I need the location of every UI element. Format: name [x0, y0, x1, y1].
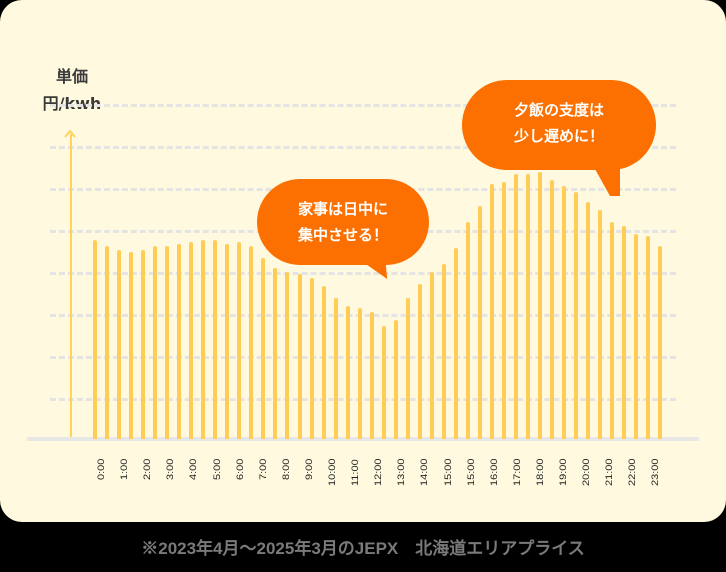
- x-tick-label: 11:00: [351, 459, 361, 486]
- bar: [586, 202, 591, 439]
- x-tick-label: 18:00: [535, 458, 546, 486]
- bar: [105, 246, 110, 439]
- x-tick-label: 17:00: [512, 458, 523, 486]
- bar: [357, 308, 362, 439]
- bubble-tail: [590, 160, 620, 196]
- bar: [189, 242, 194, 439]
- bar: [237, 242, 242, 439]
- bar: [117, 250, 122, 439]
- bar: [393, 320, 398, 439]
- bar: [141, 250, 146, 439]
- bar: [598, 210, 603, 439]
- x-tick-label: 10:00: [328, 458, 338, 486]
- bar: [658, 246, 663, 439]
- gridline: [50, 146, 676, 149]
- x-tick-label: 9:00: [304, 458, 315, 480]
- bar: [129, 252, 134, 439]
- bar: [93, 240, 97, 439]
- bar: [502, 182, 507, 439]
- bar: [249, 246, 254, 439]
- bubble-line: 少し遅めに！: [513, 127, 604, 145]
- bar: [225, 244, 230, 439]
- chart-card: 単価 円/kwh 0:00 1:00 2:00 3:00 4:00 5:00 6:00 7:0…: [0, 0, 726, 522]
- bar: [514, 174, 519, 439]
- bar: [369, 312, 374, 439]
- bar: [261, 258, 266, 439]
- bar: [453, 248, 458, 439]
- x-tick-label: 8:00: [281, 458, 292, 480]
- x-tick-label: 4:00: [189, 458, 199, 480]
- gridline: [50, 104, 676, 107]
- source-note: ※2023年4月〜2025年3月のJEPX 北海道エリアプライス: [141, 539, 585, 558]
- bar: [526, 174, 531, 439]
- bar: [417, 284, 422, 439]
- y-axis-label-unit: 円/kwh: [42, 94, 102, 113]
- bar: [345, 306, 350, 439]
- bar: [165, 246, 170, 439]
- x-tick-label: 20:00: [582, 458, 592, 486]
- bar: [574, 192, 579, 439]
- x-tick-label: 1:00: [120, 458, 130, 480]
- x-tick-label: 19:00: [559, 458, 569, 486]
- bubble-line: 夕飯の支度は: [513, 101, 604, 119]
- x-tick-label: 23:00: [651, 458, 661, 486]
- bar: [201, 240, 206, 439]
- bar: [646, 236, 651, 439]
- x-tick-label: 3:00: [166, 458, 176, 480]
- x-tick-label: 5:00: [212, 458, 223, 480]
- bar: [550, 180, 555, 439]
- x-tick-label: 12:00: [374, 458, 384, 486]
- bar: [489, 184, 494, 439]
- bar: [405, 298, 410, 439]
- bar: [622, 226, 627, 439]
- y-axis-label-title: 単価: [55, 67, 88, 86]
- gridline: [50, 314, 676, 317]
- bar: [153, 246, 158, 439]
- bar: [309, 278, 314, 439]
- bar: [285, 272, 290, 439]
- x-tick-label: 22:00: [628, 458, 638, 486]
- y-axis-line: [70, 134, 72, 439]
- x-axis-baseline: [27, 437, 699, 441]
- gridline: [50, 356, 676, 359]
- bar: [634, 234, 639, 439]
- x-tick-label: 15:00: [443, 458, 454, 486]
- bubble-line: 集中させる！: [297, 226, 388, 244]
- bar: [333, 298, 338, 439]
- bar: [213, 240, 218, 439]
- bubble-line: 家事は日中に: [297, 200, 388, 218]
- x-tick-label: 14:00: [420, 458, 430, 486]
- speech-bubble-daytime: 家事は日中に 集中させる！: [257, 179, 429, 279]
- bar: [297, 274, 302, 439]
- gridline: [50, 398, 676, 401]
- bar: [429, 272, 434, 439]
- arrow-up-icon: [64, 130, 76, 138]
- x-tick-label: 15:00: [466, 458, 477, 486]
- bar: [273, 268, 278, 439]
- x-tick-label: 0:00: [97, 458, 107, 480]
- bar: [465, 222, 470, 439]
- x-tick-label: 6:00: [235, 458, 246, 480]
- bar: [381, 326, 386, 439]
- bar: [441, 264, 446, 439]
- bar: [321, 286, 326, 439]
- x-tick-label: 16:00: [489, 458, 500, 486]
- gridline: [50, 272, 676, 275]
- x-tick-label: 21:00: [605, 458, 615, 486]
- bar: [177, 244, 182, 439]
- bar: [610, 222, 615, 439]
- speech-bubble-evening: 夕飯の支度は 少し遅めに！: [462, 80, 656, 196]
- bar: [477, 206, 482, 439]
- bar: [562, 186, 567, 439]
- x-tick-label: 2:00: [143, 458, 153, 480]
- x-tick-label: 7:00: [258, 458, 269, 480]
- bubble-tail: [353, 255, 406, 279]
- x-tick-label: 13:00: [397, 458, 407, 486]
- bar: [538, 172, 543, 439]
